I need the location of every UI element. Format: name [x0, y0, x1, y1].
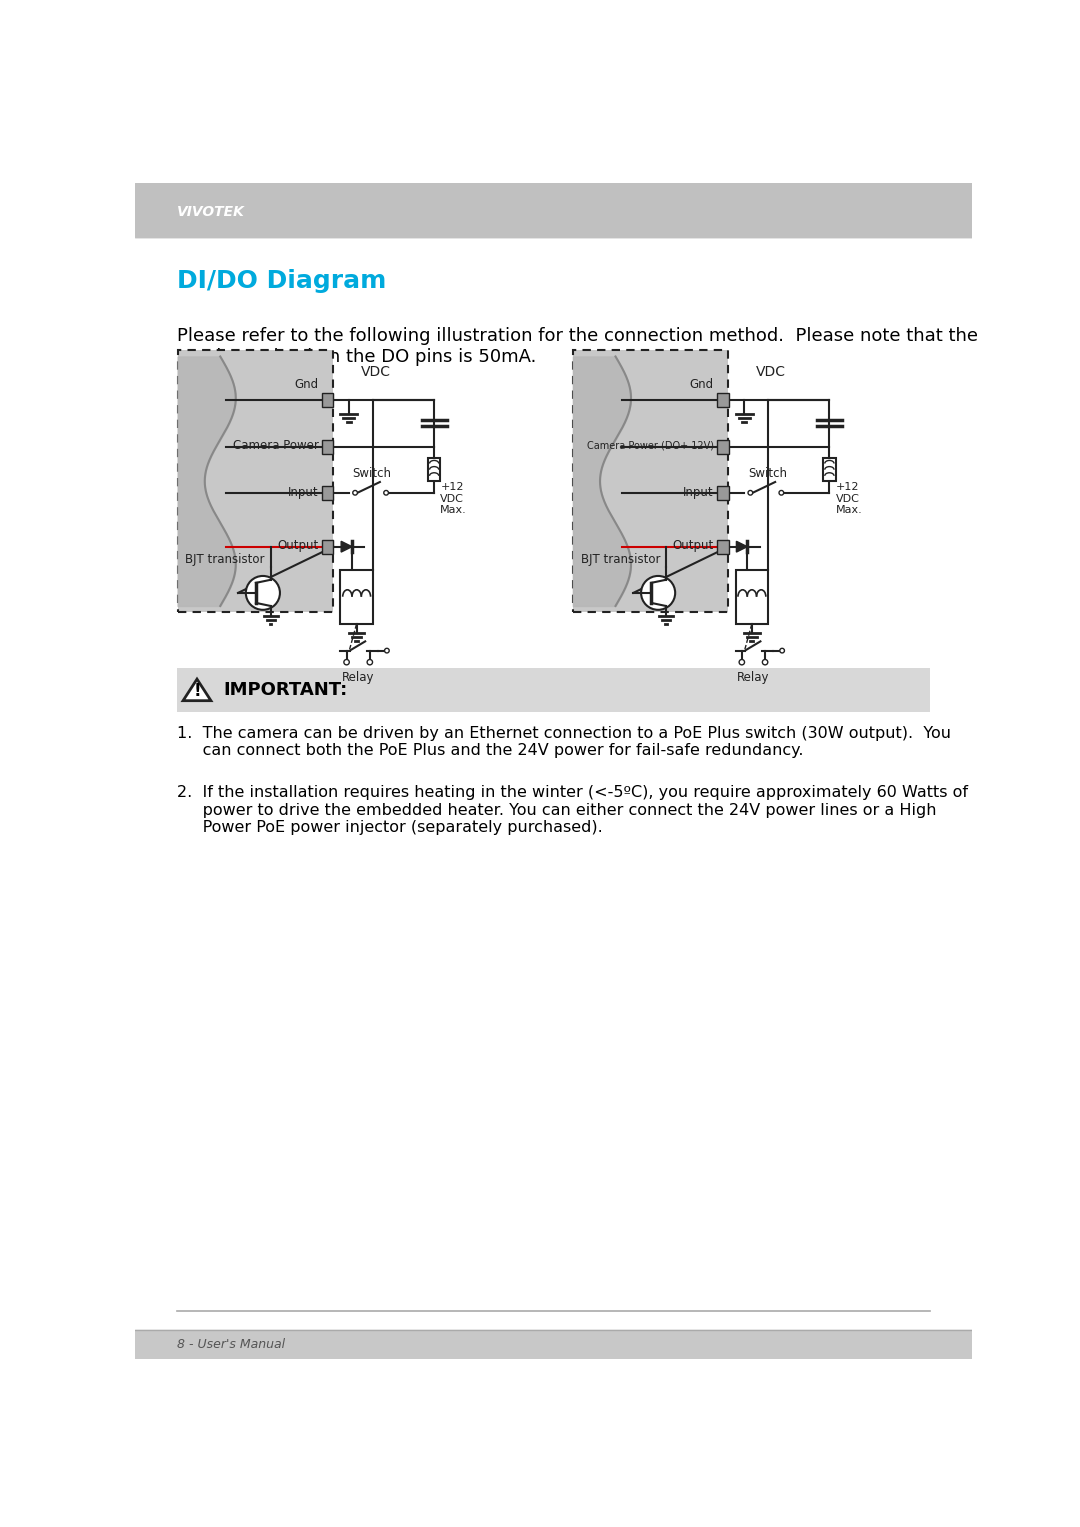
Bar [322, 539, 334, 554]
Circle shape [780, 649, 784, 654]
Circle shape [343, 660, 349, 664]
Bar [322, 394, 334, 408]
Text: !: ! [193, 683, 201, 701]
Bar [717, 486, 729, 499]
Bar [735, 570, 768, 623]
Text: Gnd: Gnd [690, 379, 714, 391]
Circle shape [642, 576, 675, 609]
Text: Camera Power: Camera Power [233, 440, 319, 452]
Text: 1.  The camera can be driven by an Ethernet connection to a PoE Plus switch (30W: 1. The camera can be driven by an Ethern… [177, 727, 950, 759]
Text: Input: Input [684, 486, 714, 498]
Polygon shape [341, 541, 352, 553]
Circle shape [739, 660, 744, 664]
Text: Relay: Relay [342, 670, 375, 684]
Text: Output: Output [278, 539, 319, 553]
Text: VDC: VDC [756, 365, 786, 379]
Circle shape [384, 649, 389, 654]
Circle shape [353, 490, 357, 495]
Text: Output: Output [673, 539, 714, 553]
Bar [135, 1330, 972, 1359]
Circle shape [748, 490, 753, 495]
Text: DI/DO Diagram: DI/DO Diagram [177, 269, 387, 293]
Bar [823, 458, 836, 481]
Text: Relay: Relay [738, 670, 770, 684]
Bar [177, 350, 333, 612]
Circle shape [383, 490, 389, 495]
Circle shape [779, 490, 784, 495]
Bar [717, 440, 729, 454]
Text: 8 - User's Manual: 8 - User's Manual [177, 1338, 285, 1351]
Text: VIVOTEK: VIVOTEK [177, 205, 245, 218]
Bar [135, 183, 972, 237]
Text: BJT transistor: BJT transistor [581, 553, 660, 567]
Text: VDC: VDC [361, 365, 391, 379]
Text: IMPORTANT:: IMPORTANT: [224, 681, 348, 699]
Bar [572, 350, 728, 612]
Bar [177, 667, 930, 712]
Text: Camera Power (DO+ 12V): Camera Power (DO+ 12V) [586, 441, 714, 450]
Text: +12
VDC
Max.: +12 VDC Max. [836, 483, 862, 515]
Polygon shape [183, 680, 211, 701]
Text: Switch: Switch [353, 467, 392, 481]
Text: Gnd: Gnd [295, 379, 319, 391]
Text: Switch: Switch [747, 467, 787, 481]
Bar [717, 394, 729, 408]
Bar [340, 570, 373, 623]
Text: BJT transistor: BJT transistor [186, 553, 265, 567]
Text: Please refer to the following illustration for the connection method.  Please no: Please refer to the following illustrati… [177, 327, 977, 366]
Text: Input: Input [288, 486, 319, 498]
Bar [428, 458, 441, 481]
Bar [322, 440, 334, 454]
Bar [322, 486, 334, 499]
Text: +12
VDC
Max.: +12 VDC Max. [441, 483, 468, 515]
Circle shape [367, 660, 373, 664]
Text: 2.  If the installation requires heating in the winter (<-5ºC), you require appr: 2. If the installation requires heating … [177, 785, 968, 835]
Bar [717, 539, 729, 554]
Circle shape [246, 576, 280, 609]
Circle shape [762, 660, 768, 664]
Polygon shape [737, 541, 747, 553]
